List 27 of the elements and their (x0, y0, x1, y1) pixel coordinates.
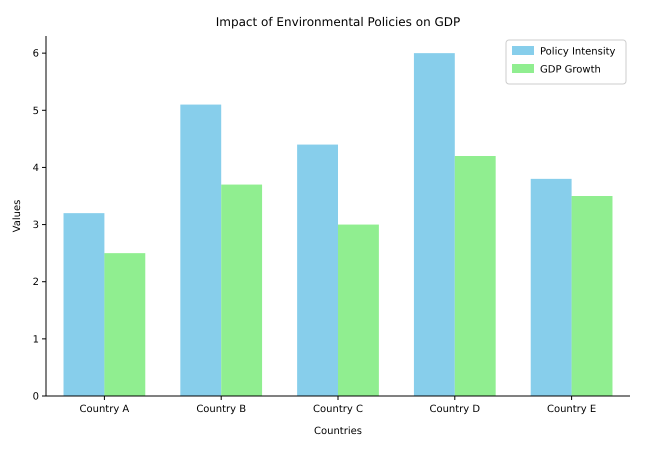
y-tick-label: 2 (32, 277, 39, 288)
bar (454, 156, 496, 396)
y-tick-label: 0 (32, 392, 39, 402)
bar (414, 53, 455, 396)
bar (180, 104, 222, 396)
x-tick-label: Country D (429, 404, 480, 415)
bar (572, 196, 612, 396)
bar (297, 144, 338, 396)
x-tick-label: Country E (546, 404, 596, 415)
y-axis-title: Values (12, 200, 23, 232)
x-tick-label: Country A (80, 404, 130, 415)
x-axis-title: Countries (314, 426, 362, 437)
bar (530, 178, 572, 396)
bar (221, 184, 262, 396)
y-tick-label: 6 (32, 48, 39, 60)
x-tick-label: Country B (196, 404, 246, 415)
legend-label: Policy Intensity (540, 46, 616, 58)
y-tick-label: 1 (32, 334, 39, 346)
bar (338, 224, 379, 396)
x-tick-label: Country C (313, 404, 363, 415)
bar (104, 253, 146, 396)
y-tick-label: 4 (32, 162, 39, 174)
legend-label: GDP Growth (540, 64, 601, 76)
y-tick-label: 5 (32, 106, 39, 117)
bar (64, 213, 104, 396)
chart-title: Impact of Environmental Policies on GDP (216, 15, 460, 29)
y-tick-label: 3 (32, 220, 39, 232)
